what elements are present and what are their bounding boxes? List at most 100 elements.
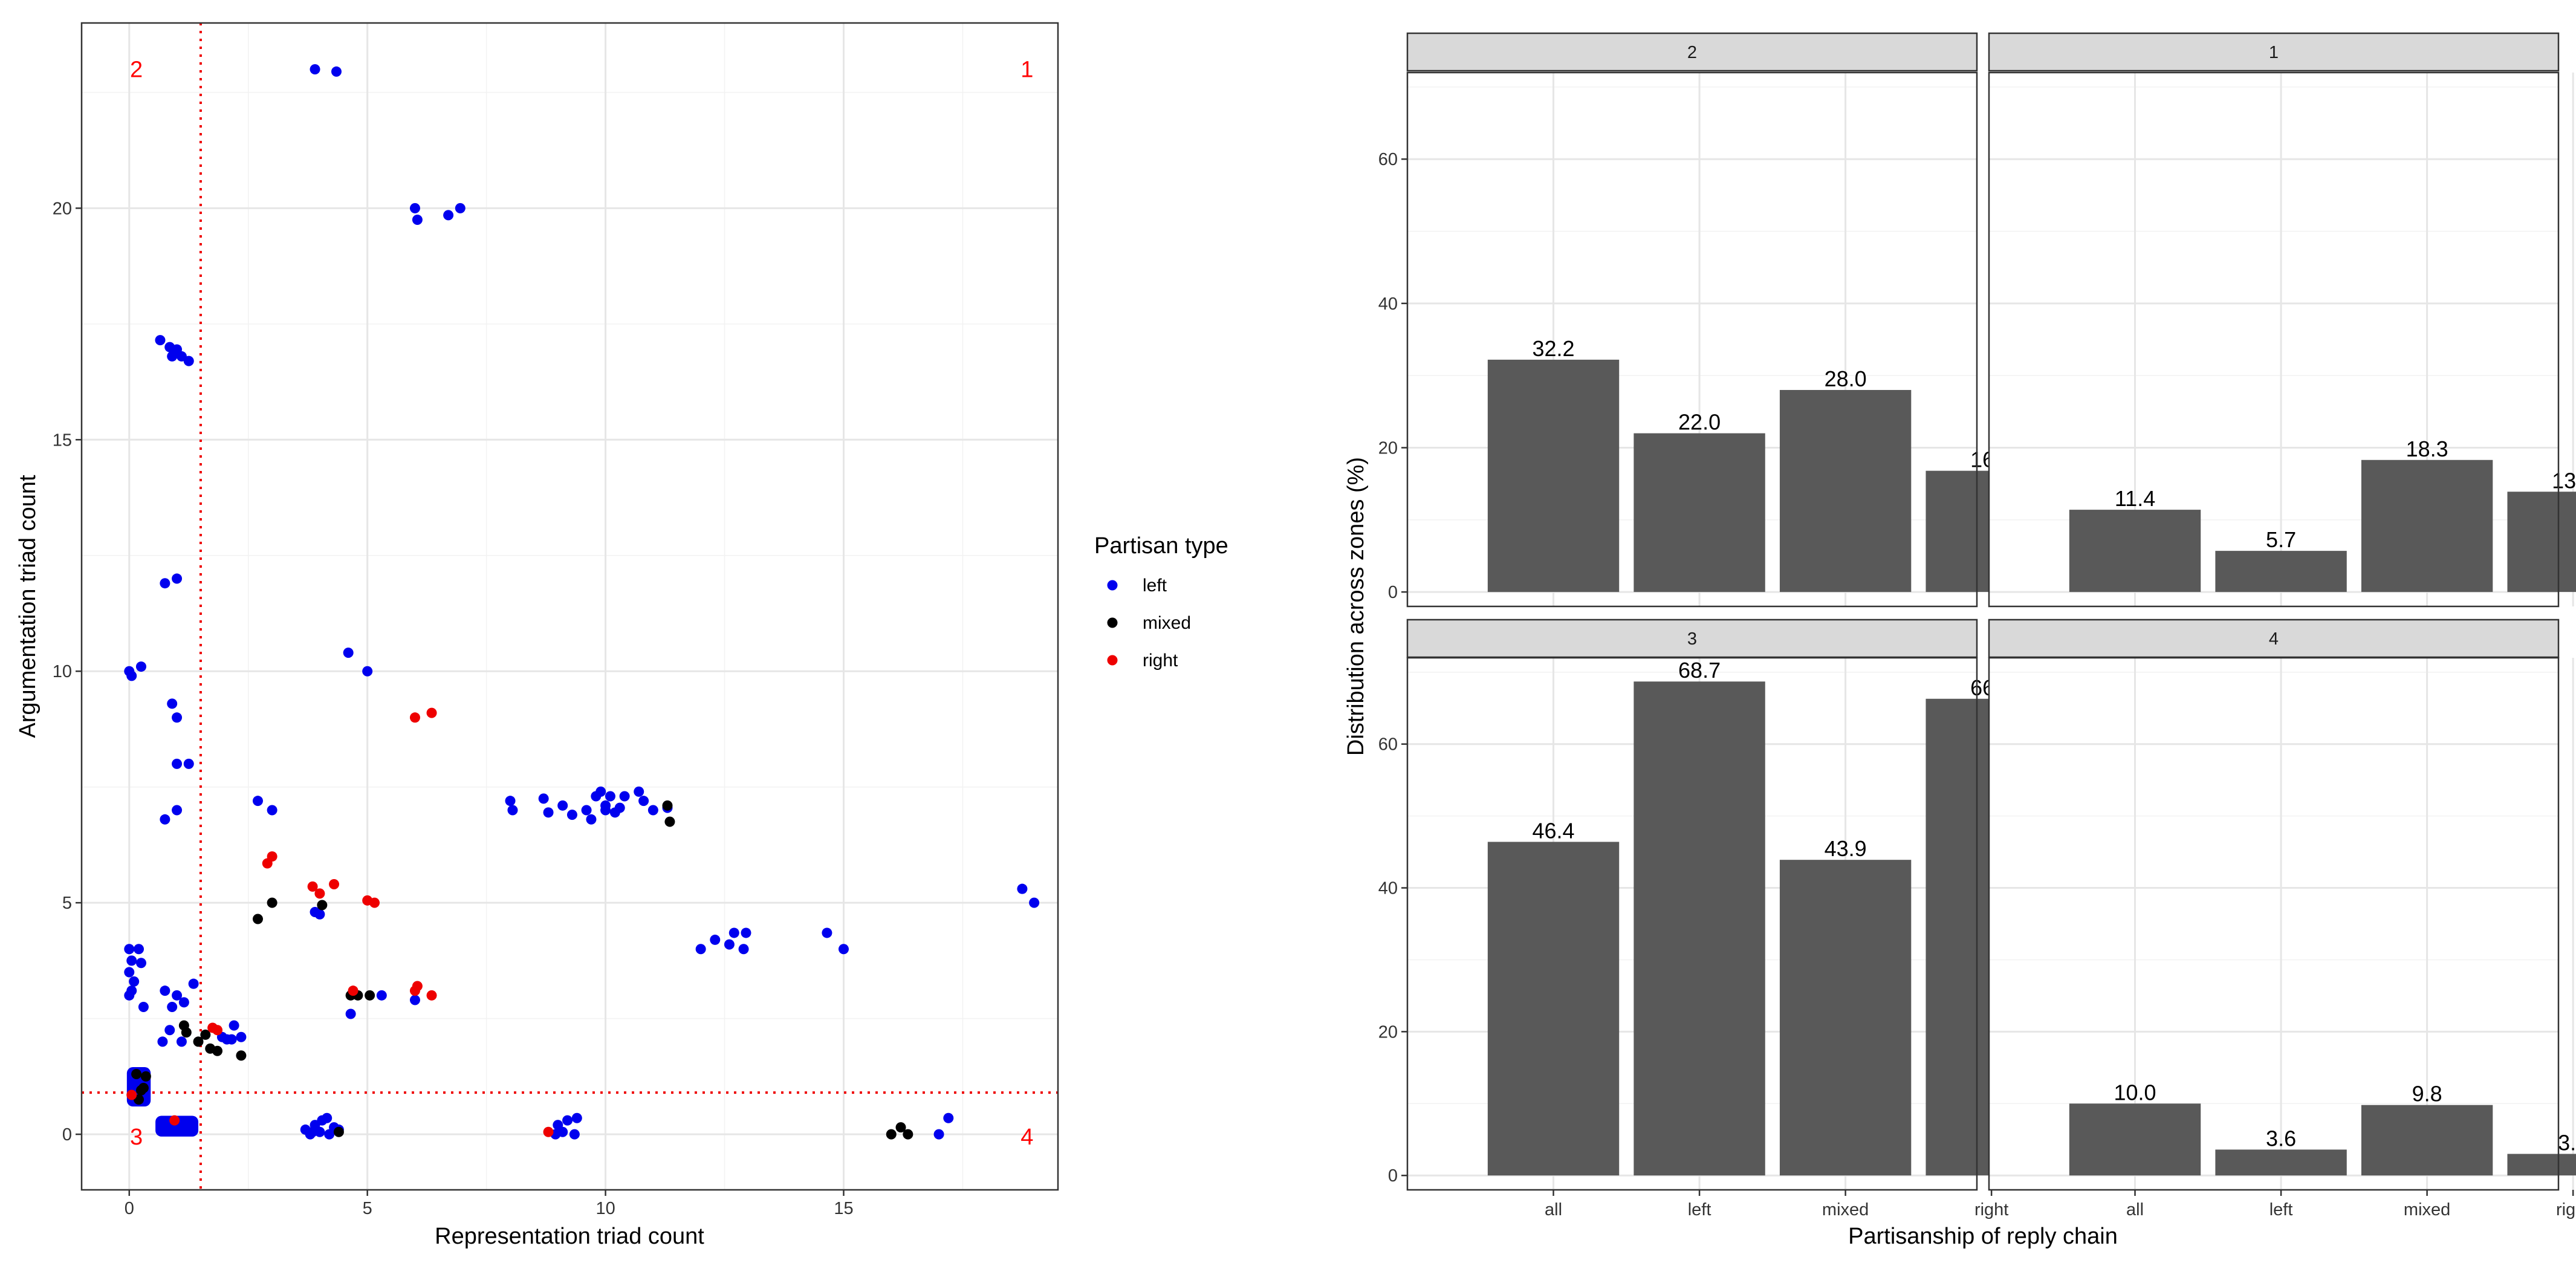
bar-x-ticks: all left mixed right all left mixed right bbox=[1545, 1190, 2576, 1219]
point-left bbox=[586, 814, 597, 825]
legend-key-left bbox=[1107, 580, 1118, 591]
point-left bbox=[172, 805, 183, 816]
point-left bbox=[710, 934, 721, 945]
facet-panel-border bbox=[1406, 657, 1978, 1191]
point-mixed bbox=[236, 1050, 247, 1061]
scatter-points bbox=[124, 64, 1040, 1140]
point-right bbox=[126, 1089, 137, 1100]
bar-y-tick-label: 20 bbox=[1378, 438, 1398, 458]
zone-label-2: 2 bbox=[130, 57, 143, 83]
point-left bbox=[638, 796, 649, 807]
scatter-y-axis-title: Argumentation triad count bbox=[15, 475, 41, 738]
point-left bbox=[724, 939, 735, 950]
bar-value-label: 10.0 bbox=[2114, 1080, 2156, 1105]
facet-strip-label-4: 4 bbox=[2269, 629, 2279, 649]
scatter-x-ticks: 0 5 10 15 bbox=[125, 1190, 854, 1218]
bar-x-tick-label: mixed bbox=[2404, 1200, 2450, 1219]
point-left bbox=[566, 810, 577, 820]
point-mixed bbox=[662, 800, 673, 811]
bar-y-axis-title: Distribution across zones (%) bbox=[1343, 457, 1369, 756]
point-left bbox=[135, 661, 146, 672]
point-left bbox=[581, 805, 592, 816]
bar-3-all bbox=[1487, 842, 1620, 1176]
bar-1-all bbox=[2069, 510, 2201, 593]
bar-value-label: 3.6 bbox=[2266, 1126, 2296, 1151]
legend-title: Partisan type bbox=[1094, 533, 1228, 559]
scatter-x-tick-label: 10 bbox=[595, 1199, 615, 1218]
point-right bbox=[314, 888, 325, 899]
point-mixed bbox=[267, 897, 277, 908]
legend-label-left: left bbox=[1143, 576, 1167, 596]
facet-strip-label-1: 1 bbox=[2269, 43, 2279, 62]
point-left bbox=[738, 944, 749, 955]
point-right bbox=[426, 990, 437, 1001]
facet-panels: 232.222.028.016.8111.45.718.313.9346.468… bbox=[1406, 32, 2576, 1191]
point-left bbox=[124, 967, 135, 978]
scatter-x-tick-label: 0 bbox=[125, 1199, 134, 1218]
point-left bbox=[267, 805, 277, 816]
point-mixed bbox=[903, 1129, 913, 1140]
point-left bbox=[838, 944, 849, 955]
facet-panel-border bbox=[1988, 657, 2560, 1191]
point-mixed bbox=[317, 900, 328, 911]
scatter-y-tick-label: 20 bbox=[53, 199, 72, 218]
point-left bbox=[138, 1001, 149, 1012]
facet-panel-1: 1 11.4 5.7 18.3 13.9 bbox=[1988, 32, 2576, 608]
facet-strip-label-3: 3 bbox=[1687, 629, 1697, 649]
legend-items: left mixed right bbox=[1107, 576, 1191, 670]
bar-3-left bbox=[1634, 681, 1765, 1176]
point-left bbox=[507, 805, 518, 816]
point-mixed bbox=[193, 1036, 204, 1047]
point-left bbox=[605, 791, 615, 802]
bar-value-label: 9.8 bbox=[2412, 1082, 2442, 1106]
bar-3-mixed bbox=[1779, 860, 1912, 1176]
legend-label-right: right bbox=[1143, 651, 1178, 670]
point-left bbox=[412, 214, 423, 225]
point-left bbox=[134, 944, 144, 955]
facet-panel-border bbox=[1988, 71, 2560, 608]
bar-1-left bbox=[2215, 551, 2347, 593]
point-left bbox=[176, 1036, 187, 1047]
bar-value-label: 32.2 bbox=[1532, 336, 1574, 361]
bar-y-tick-label: 60 bbox=[1378, 735, 1398, 755]
point-left bbox=[167, 351, 178, 362]
scatter-y-ticks: 0 5 10 15 20 bbox=[53, 199, 82, 1144]
point-right bbox=[329, 879, 340, 890]
point-left bbox=[236, 1031, 247, 1042]
bar-2-left bbox=[1634, 433, 1765, 593]
bar-4-left bbox=[2215, 1149, 2347, 1176]
bar-value-label: 43.9 bbox=[1825, 836, 1867, 861]
point-left bbox=[172, 990, 183, 1001]
point-left bbox=[557, 1126, 568, 1137]
point-left bbox=[157, 1036, 168, 1047]
bar-value-label: 3.0 bbox=[2558, 1131, 2576, 1155]
point-left bbox=[167, 698, 178, 709]
point-right bbox=[412, 981, 423, 992]
point-left bbox=[188, 978, 199, 989]
bar-y-tick-label: 40 bbox=[1378, 294, 1398, 314]
bar-2-all bbox=[1487, 359, 1620, 593]
point-left bbox=[538, 793, 549, 804]
point-left bbox=[822, 927, 832, 938]
point-mixed bbox=[140, 1071, 151, 1082]
bar-x-tick-label: left bbox=[2269, 1200, 2293, 1219]
point-left bbox=[172, 712, 183, 723]
bar-value-label: 5.7 bbox=[2266, 527, 2296, 552]
bar-value-label: 18.3 bbox=[2406, 437, 2448, 461]
point-left bbox=[505, 796, 516, 807]
point-mixed bbox=[200, 1029, 211, 1040]
legend: Partisan type left mixed right bbox=[1094, 533, 1228, 670]
point-left bbox=[343, 648, 354, 658]
scatter-y-tick-label: 10 bbox=[53, 662, 72, 681]
bar-x-tick-label: left bbox=[1688, 1200, 1711, 1219]
point-left bbox=[943, 1112, 954, 1123]
facet-strip-4 bbox=[1988, 619, 2560, 658]
point-left bbox=[634, 786, 644, 797]
point-right bbox=[543, 1126, 554, 1137]
bar-x-tick-label: all bbox=[1545, 1200, 1562, 1219]
point-mixed bbox=[252, 914, 263, 924]
bar-2-mixed bbox=[1779, 390, 1912, 593]
zone-label-4: 4 bbox=[1020, 1125, 1033, 1150]
point-left bbox=[155, 335, 166, 346]
point-mixed bbox=[181, 1027, 192, 1038]
